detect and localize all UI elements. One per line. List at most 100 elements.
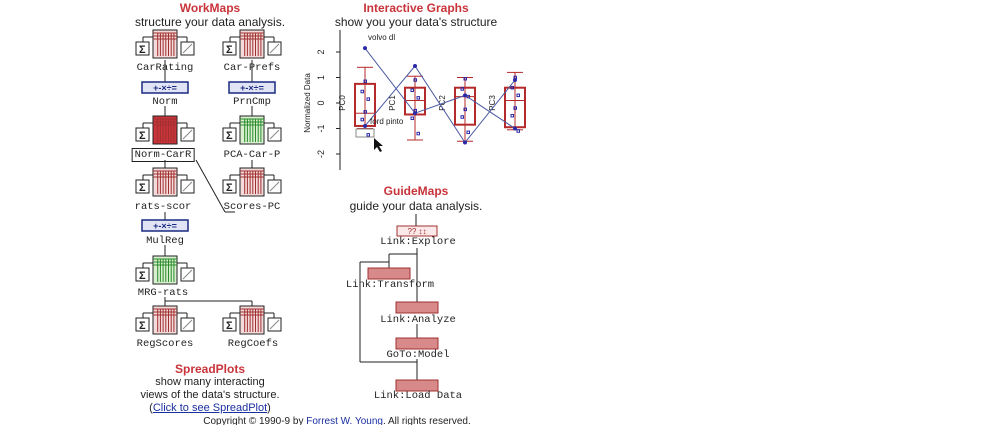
data-table-icon <box>152 167 178 197</box>
explore-glyphs: ?? ↕↕ <box>407 227 426 236</box>
data-table-icon <box>239 305 265 335</box>
point-label: ford pinto <box>370 117 404 126</box>
node-label[interactable]: Scores-PC <box>223 201 281 213</box>
spreadplots-line2: views of the data's structure. <box>140 389 280 401</box>
guide-step-label[interactable]: Link:Analyze <box>380 314 456 326</box>
data-point <box>360 117 364 122</box>
workmaps-title: WorkMaps <box>179 1 241 15</box>
y-tick-label: 2 <box>316 49 326 54</box>
author-link[interactable]: Forrest W. Young <box>306 416 383 425</box>
data-table-icon <box>239 167 265 197</box>
data-point <box>460 87 464 91</box>
highlight-point <box>513 126 517 131</box>
data-point <box>516 93 520 98</box>
data-point <box>410 88 414 92</box>
operator-icon <box>141 81 189 94</box>
y-tick-label: 1 <box>316 75 326 80</box>
node-label[interactable]: PCA-Car-P <box>223 149 281 161</box>
connector-line <box>195 159 226 213</box>
plot-glyph <box>182 43 193 54</box>
highlight-point <box>463 140 467 145</box>
transform-step-button <box>367 267 411 280</box>
operator-icon <box>141 219 189 232</box>
spreadplot-link[interactable]: Click to see SpreadPlot <box>152 402 268 414</box>
guide-step-label[interactable]: Link:Explore <box>380 236 456 248</box>
operator-glyphs: +-×÷= <box>240 83 264 93</box>
cursor-arrow-icon <box>374 138 383 152</box>
paren: ) <box>267 402 271 414</box>
point-label: volvo dl <box>368 33 395 42</box>
data-point <box>366 97 370 101</box>
y-axis-label: Normalized Data <box>303 73 312 133</box>
sigma-glyph: Σ <box>226 320 233 332</box>
node-label-selected[interactable]: Norm-CarR <box>131 148 195 162</box>
node-label[interactable]: Norm <box>152 96 178 108</box>
operator-icon <box>228 81 276 94</box>
node-label[interactable]: MulReg <box>146 235 184 247</box>
data-point <box>466 130 470 135</box>
data-table-icon <box>239 29 265 59</box>
model-step-button <box>395 337 439 350</box>
node-label[interactable]: CarRating <box>136 62 194 74</box>
sigma-glyph: Σ <box>139 182 146 194</box>
node-label[interactable]: RegCoefs <box>227 338 279 350</box>
copyright-suffix: . All rights reserved. <box>382 416 471 425</box>
sigma-glyph: Σ <box>139 44 146 56</box>
copyright-prefix: Copyright © 1990-9 by <box>203 416 307 425</box>
y-tick-label: -2 <box>316 150 326 158</box>
node-label[interactable]: Car-Prefs <box>223 62 281 74</box>
data-point <box>463 77 467 81</box>
y-tick-label: 0 <box>316 100 326 105</box>
data-point <box>416 96 420 100</box>
box <box>454 86 476 126</box>
graphs-subtitle: show you your data's structure <box>334 15 498 29</box>
highlight-point <box>513 78 517 83</box>
sigma-glyph: Σ <box>226 44 233 56</box>
plot-glyph <box>182 319 193 330</box>
workmaps-subtitle: structure your data analysis. <box>134 15 286 29</box>
variable-label: PC2 <box>438 95 447 111</box>
data-point <box>513 106 517 110</box>
variable-label: PC3 <box>488 95 497 111</box>
highlight-point <box>363 123 367 128</box>
plot-glyph <box>182 129 193 140</box>
sigma-glyph: Σ <box>139 130 146 142</box>
data-point <box>366 133 370 137</box>
sigma-glyph: Σ <box>226 182 233 194</box>
spreadplots-title: SpreadPlots <box>174 362 246 376</box>
node-label[interactable]: MRG-rats <box>137 287 189 299</box>
profile-line <box>364 65 516 144</box>
plot-glyph <box>269 129 280 140</box>
data-point <box>363 79 367 84</box>
plot-glyph <box>269 319 280 330</box>
guidemaps-title: GuideMaps <box>383 184 449 198</box>
data-point <box>416 131 420 136</box>
load-data-step-button <box>395 379 439 392</box>
guide-step-label[interactable]: Link:Transform <box>345 279 435 291</box>
copyright: Copyright © 1990-9 by Forrest W. Young. … <box>203 416 471 425</box>
plot-glyph <box>269 181 280 192</box>
spreadplots-line1: show many interacting <box>155 376 265 388</box>
variable-label: PC0 <box>338 95 347 111</box>
node-label[interactable]: RegScores <box>136 338 194 350</box>
explore-button <box>396 225 438 237</box>
data-point <box>516 129 520 133</box>
node-label[interactable]: PrnCmp <box>233 96 271 108</box>
guide-step-label[interactable]: Link:Load Data <box>373 390 463 402</box>
sigma-glyph: Σ <box>226 130 233 142</box>
spreadplot-link-wrap: (Click to see SpreadPlot) <box>149 402 271 414</box>
sigma-glyph: Σ <box>139 320 146 332</box>
paren: ( <box>149 402 153 414</box>
data-point <box>360 89 364 94</box>
data-point <box>510 85 514 90</box>
data-table-icon <box>239 115 265 145</box>
guide-step-label[interactable]: GoTo:Model <box>386 349 450 361</box>
plot-glyph <box>182 181 193 192</box>
plot-glyph <box>182 269 193 280</box>
data-point <box>460 115 464 119</box>
plot-glyph <box>269 43 280 54</box>
node-label[interactable]: rats-scor <box>134 201 192 213</box>
guidemaps-subtitle: guide your data analysis. <box>349 199 483 213</box>
